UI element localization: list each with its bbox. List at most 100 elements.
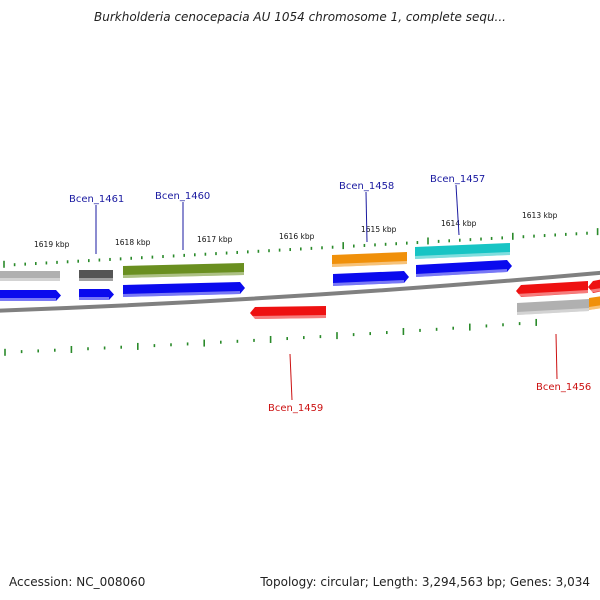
gene-feature[interactable] [416,260,512,277]
ruler-tick [269,335,272,343]
gene-pointer-line [365,191,368,243]
ruler-tick [13,263,16,267]
ruler-tick [137,342,139,350]
outer-tick-ruler [3,228,599,268]
ruler-tick [518,322,521,326]
ruler-tick [452,326,454,330]
ruler-tick [103,346,106,350]
ruler-tick [485,324,488,328]
ruler-tick [427,237,429,245]
ruler-tick [374,243,376,247]
ruler-tick [257,249,260,253]
genome-summary-text: Topology: circular; Length: 3,294,563 bp… [260,575,590,589]
ruler-tick [363,243,366,247]
ruler-tick [406,241,408,245]
ruler-label: 1617 kbp [197,235,233,244]
ruler-tick [490,236,493,240]
ruler-tick [336,332,338,340]
ruler-tick [448,239,450,243]
ruler-tick [319,335,322,339]
gene-pointer-line [455,184,460,236]
ruler-tick [501,236,503,240]
ruler-tick [56,260,58,264]
gene-labels: Bcen_1461 Bcen_1460 Bcen_1458 Bcen_1457 Bcen… [69,174,591,414]
gene-feature[interactable] [589,295,600,310]
gene-pointer-line [289,353,293,401]
ruler-tick [186,342,189,346]
ruler-tick [321,246,323,250]
ruler-tick [575,232,578,236]
ruler-tick [87,347,89,351]
ruler-tick [183,253,185,257]
ruler-tick [565,232,567,236]
gene-feature[interactable] [250,306,326,319]
ruler-tick [469,323,471,331]
ruler-tick [502,323,504,327]
gene-feature[interactable] [79,289,114,300]
gene-label[interactable]: Bcen_1460 [155,191,210,202]
ruler-label: 1615 kbp [361,225,397,234]
ruler-tick [220,340,222,344]
ruler-tick [303,336,305,340]
ruler-tick [352,333,355,337]
ruler-tick [289,248,291,252]
ruler-tick [20,350,23,354]
gene-label[interactable]: Bcen_1459 [268,403,323,414]
ruler-tick [331,245,334,249]
ruler-tick [554,233,556,237]
ruler-tick [236,250,238,254]
ruler-tick [300,247,302,251]
gene-feature[interactable] [517,299,589,315]
ruler-tick [253,338,255,342]
ruler-tick [543,234,546,238]
ruler-tick [3,260,5,268]
ruler-tick [416,241,419,245]
accession-text: Accession: NC_008060 [9,575,146,589]
ruler-tick [203,339,205,347]
gene-features [0,243,600,319]
ruler-tick [194,253,196,257]
ruler-tick [77,259,79,263]
gene-label[interactable]: Bcen_1458 [339,181,394,192]
gene-feature[interactable] [332,252,407,267]
ruler-tick [480,237,482,241]
ruler-tick [109,257,111,261]
gene-feature[interactable] [333,271,409,286]
ruler-tick [596,228,599,236]
gene-feature[interactable] [415,243,510,259]
ruler-tick [586,231,588,235]
ruler-tick [215,252,217,256]
ruler-tick [225,251,228,255]
gene-label[interactable]: Bcen_1457 [430,174,485,185]
ruler-tick [141,256,143,260]
ruler-tick [236,339,239,343]
ruler-tick [170,343,172,347]
ruler-tick [402,327,405,335]
ruler-tick [35,262,37,266]
gene-feature[interactable] [123,282,245,297]
gene-label[interactable]: Bcen_1461 [69,194,124,205]
ruler-tick [66,260,69,264]
ruler-tick [70,345,73,353]
gene-feature[interactable] [588,278,600,293]
gene-feature[interactable] [79,270,113,281]
ruler-tick [342,242,344,250]
ruler-tick [395,242,397,246]
gene-feature[interactable] [0,290,61,301]
gene-feature[interactable] [516,281,588,297]
gene-pointer-line [555,333,558,380]
ruler-label: 1613 kbp [522,211,558,220]
ruler-tick [162,255,164,259]
gene-label[interactable]: Bcen_1456 [536,382,591,393]
gene-feature[interactable] [0,271,60,281]
ruler-tick [120,345,122,349]
ruler-tick [278,248,281,252]
ruler-tick [4,348,6,356]
ruler-label: 1619 kbp [34,240,70,249]
gene-feature[interactable] [123,263,244,278]
ruler-tick [459,238,461,242]
ruler-tick [384,242,387,246]
ruler-tick [419,328,421,332]
ruler-tick [247,250,249,254]
